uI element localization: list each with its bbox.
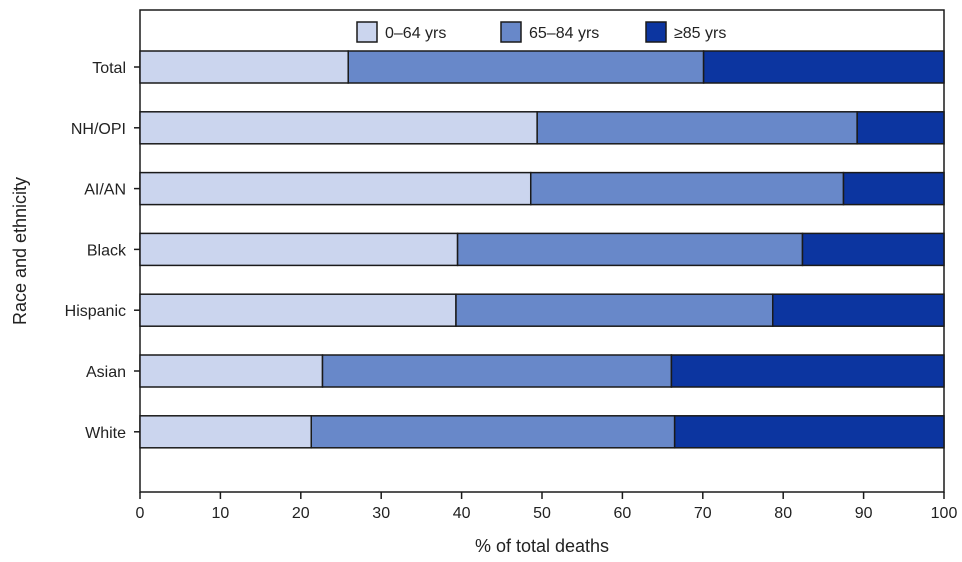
bar-asian-65-84-yrs <box>323 355 672 387</box>
legend: 0–64 yrs 65–84 yrs ≥85 yrs <box>357 22 726 42</box>
x-tick-label-50: 50 <box>533 505 551 522</box>
bar-ai-an-65-84-yrs <box>531 173 844 205</box>
bar-black-ge-85-yrs <box>802 233 944 265</box>
legend-label-0-64-yrs: 0–64 yrs <box>385 25 446 42</box>
x-tick-label-40: 40 <box>453 505 471 522</box>
bar-nh-opi-65-84-yrs <box>537 112 857 144</box>
bar-nh-opi-0-64-yrs <box>140 112 537 144</box>
bar-total-ge-85-yrs <box>704 51 944 83</box>
bar-nh-opi-ge-85-yrs <box>857 112 944 144</box>
legend-swatch-65-84-yrs <box>501 22 521 42</box>
x-tick-label-30: 30 <box>372 505 390 522</box>
bar-black-0-64-yrs <box>140 233 458 265</box>
y-tick-label-white: White <box>85 425 126 442</box>
x-tick-label-70: 70 <box>694 505 712 522</box>
y-axis-title: Race and ethnicity <box>10 177 30 325</box>
x-tick-label-10: 10 <box>212 505 230 522</box>
bar-hispanic-65-84-yrs <box>456 294 773 326</box>
bar-ai-an-0-64-yrs <box>140 173 531 205</box>
y-tick-label-hispanic: Hispanic <box>65 303 126 320</box>
bar-hispanic-0-64-yrs <box>140 294 456 326</box>
bar-white-ge-85-yrs <box>675 416 944 448</box>
bar-white-65-84-yrs <box>311 416 674 448</box>
bar-total-0-64-yrs <box>140 51 348 83</box>
bar-hispanic-ge-85-yrs <box>773 294 944 326</box>
bar-asian-ge-85-yrs <box>671 355 944 387</box>
x-axis-title: % of total deaths <box>475 536 609 556</box>
x-tick-label-100: 100 <box>931 505 958 522</box>
bar-white-0-64-yrs <box>140 416 311 448</box>
x-tick-label-20: 20 <box>292 505 310 522</box>
bar-total-65-84-yrs <box>348 51 703 83</box>
x-tick-label-0: 0 <box>136 505 145 522</box>
legend-label-65-84-yrs: 65–84 yrs <box>529 25 599 42</box>
y-tick-label-nh-opi: NH/OPI <box>71 121 126 138</box>
x-tick-label-60: 60 <box>614 505 632 522</box>
bars-layer <box>140 51 944 448</box>
legend-swatch-0-64-yrs <box>357 22 377 42</box>
y-tick-label-ai-an: AI/AN <box>84 182 126 199</box>
x-tick-label-90: 90 <box>855 505 873 522</box>
legend-swatch-ge-85-yrs <box>646 22 666 42</box>
y-axis: Total NH/OPI AI/AN Black Hispanic Asian White <box>65 60 140 442</box>
legend-label-ge-85-yrs: ≥85 yrs <box>674 25 726 42</box>
x-tick-label-80: 80 <box>774 505 792 522</box>
y-tick-label-total: Total <box>92 60 126 77</box>
x-axis: 0 10 20 30 40 50 60 70 80 90 100 <box>136 492 958 522</box>
bar-black-65-84-yrs <box>458 233 803 265</box>
y-tick-label-black: Black <box>87 242 127 259</box>
bar-asian-0-64-yrs <box>140 355 323 387</box>
bar-ai-an-ge-85-yrs <box>844 173 945 205</box>
y-tick-label-asian: Asian <box>86 364 126 381</box>
